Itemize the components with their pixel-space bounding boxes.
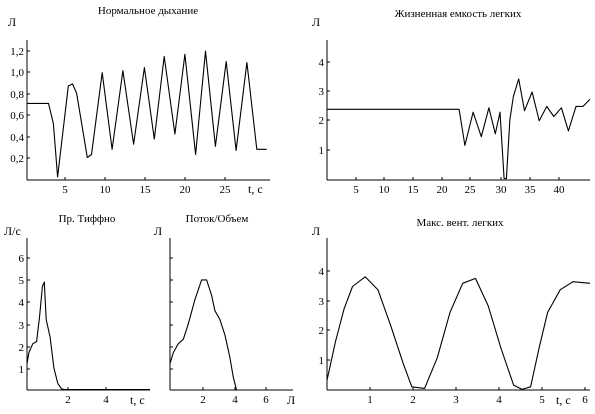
x-tick-label: 35 xyxy=(525,184,537,196)
x-tick-label: 2 xyxy=(65,394,71,406)
x-tick-label: 4 xyxy=(496,394,502,406)
chart-panel-1: Нормальное дыхание Лt, с 5 10 15 20 25 0,2 0,4 0,… xyxy=(8,5,270,196)
x-tick-label: 20 xyxy=(437,184,449,196)
y-tick-label: 6 xyxy=(19,253,25,265)
chart-panel-3: Пр. Тиффно Л/с t, с 2 4 1 2 3 4 5 6 xyxy=(4,213,150,407)
x-tick-label: 15 xyxy=(408,184,420,196)
chart-title: Жизненная емкость легких xyxy=(395,8,522,20)
y-tick-label: 1 xyxy=(19,364,25,376)
y-tick-label: 2 xyxy=(319,325,325,337)
x-tick-label: 25 xyxy=(465,184,477,196)
chart-title: Нормальное дыхание xyxy=(98,5,198,17)
x-tick-label: 40 xyxy=(554,184,566,196)
chart-panel-2: Жизненная емкость легких Л 5 10 15 20 25 30 35 40… xyxy=(312,8,591,196)
y-tick-label: 0,6 xyxy=(10,110,24,122)
x-axis-label: t, с xyxy=(130,393,145,407)
x-tick-label: 15 xyxy=(140,184,152,196)
y-tick-label: 1 xyxy=(319,355,325,367)
y-tick-label: 5 xyxy=(19,275,25,287)
y-tick-label: 3 xyxy=(319,86,325,98)
x-tick-label: 2 xyxy=(410,394,416,406)
chart-panel-5: Макс. вент. легких Лt, с 1 2 3 4 5 6 1 2 3 4 xyxy=(312,217,591,407)
x-tick-label: 5 xyxy=(353,184,359,196)
x-tick-label: 10 xyxy=(379,184,391,196)
y-tick-label: 2 xyxy=(319,115,325,127)
x-tick-label: 2 xyxy=(200,394,206,406)
y-unit-label: Л/с xyxy=(4,224,21,238)
y-tick-label: 4 xyxy=(319,266,325,278)
y-tick-label: 0,2 xyxy=(10,153,24,165)
y-unit-label: Л xyxy=(312,15,320,29)
y-tick-label: 1,0 xyxy=(10,67,24,79)
chart-panel-4: Поток/Объем Л Л 2 4 6 xyxy=(154,213,295,407)
y-tick-label: 4 xyxy=(19,297,25,309)
x-axis-label: Л xyxy=(287,393,295,407)
y-tick-label: 1 xyxy=(319,145,325,157)
series-line xyxy=(169,279,238,391)
y-tick-label: 4 xyxy=(319,57,325,69)
y-unit-label: Л xyxy=(154,224,162,238)
x-tick-label: 30 xyxy=(496,184,508,196)
x-tick-label: 4 xyxy=(232,394,238,406)
x-tick-label: 5 xyxy=(539,394,545,406)
y-tick-label: 3 xyxy=(19,320,25,332)
x-tick-label: 6 xyxy=(582,394,588,406)
x-tick-label: 5 xyxy=(62,184,68,196)
y-tick-label: 0,4 xyxy=(10,132,24,144)
y-tick-label: 2 xyxy=(19,342,25,354)
x-tick-label: 3 xyxy=(453,394,459,406)
x-tick-label: 6 xyxy=(263,394,269,406)
y-unit-label: Л xyxy=(312,224,320,238)
chart-title: Поток/Объем xyxy=(186,213,249,225)
series-line xyxy=(326,276,591,390)
x-tick-label: 4 xyxy=(103,394,109,406)
y-tick-label: 0,8 xyxy=(10,89,24,101)
x-tick-label: 20 xyxy=(180,184,192,196)
x-tick-label: 10 xyxy=(100,184,112,196)
y-unit-label: Л xyxy=(8,15,16,29)
chart-title: Макс. вент. легких xyxy=(416,217,504,229)
y-tick-label: 3 xyxy=(319,296,325,308)
chart-title: Пр. Тиффно xyxy=(59,213,116,225)
series-line xyxy=(27,50,267,178)
x-tick-label: 25 xyxy=(220,184,232,196)
x-tick-label: 1 xyxy=(367,394,373,406)
series-line xyxy=(26,281,150,391)
y-tick-label: 1,2 xyxy=(10,46,24,58)
x-axis-label: t, с xyxy=(248,182,263,196)
series-line xyxy=(327,78,591,180)
x-axis-label: t, с xyxy=(556,393,571,407)
